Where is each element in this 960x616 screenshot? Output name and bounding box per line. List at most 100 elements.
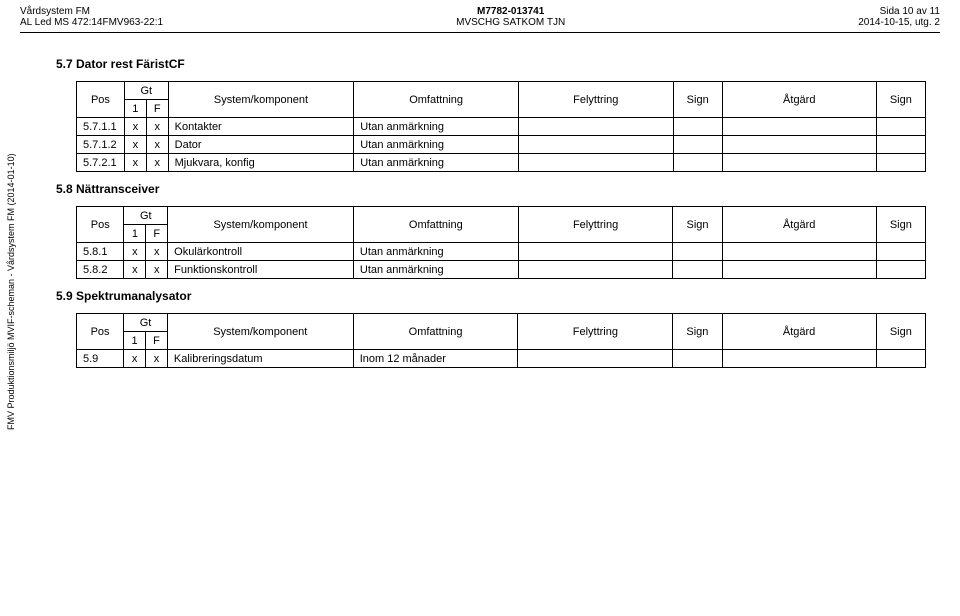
th-pos: Pos [77, 314, 124, 350]
th-omf: Omfattning [354, 82, 519, 118]
header-right-1: Sida 10 av 11 [880, 6, 940, 17]
th-pos: Pos [77, 207, 124, 243]
cell-gt-1: x [124, 243, 146, 261]
cell-fel [518, 136, 673, 154]
th-fel: Felyttring [518, 314, 673, 350]
table-row: 5.7.2.1 x x Mjukvara, konfig Utan anmärk… [77, 154, 926, 172]
cell-sign2 [876, 261, 925, 279]
cell-sys: Okulärkontroll [168, 243, 354, 261]
side-rotated-text: FMV Produktionsmiljö MVIF-scheman - Vård… [6, 153, 16, 430]
th-sign2: Sign [876, 82, 925, 118]
th-fel: Felyttring [518, 82, 673, 118]
th-atg: Åtgärd [722, 207, 876, 243]
cell-sign [673, 154, 722, 172]
th-gt: Gt [124, 82, 168, 100]
cell-gt-1: x [124, 136, 146, 154]
cell-sign [673, 350, 722, 368]
section-title: 5.9 Spektrumanalysator [56, 289, 940, 303]
cell-gt-f: x [146, 350, 168, 368]
cell-atg [722, 261, 876, 279]
table-wrapper: Pos Gt System/komponent Omfattning Felyt… [76, 81, 940, 172]
th-sign: Sign [673, 207, 722, 243]
cell-sign [673, 261, 722, 279]
cell-atg [722, 118, 876, 136]
th-sys: System/komponent [168, 207, 354, 243]
header-right-2: 2014-10-15, utg. 2 [858, 17, 940, 28]
table-row: 5.8.1 x x Okulärkontroll Utan anmärkning [77, 243, 926, 261]
th-sign2: Sign [876, 207, 925, 243]
cell-omf: Utan anmärkning [353, 261, 518, 279]
th-gt-1: 1 [124, 332, 146, 350]
table-row: 5.7.1.2 x x Dator Utan anmärkning [77, 136, 926, 154]
cell-sign2 [876, 136, 925, 154]
th-gt-1: 1 [124, 225, 146, 243]
cell-pos: 5.7.1.2 [77, 136, 125, 154]
cell-fel [518, 154, 673, 172]
cell-omf: Utan anmärkning [354, 118, 519, 136]
cell-fel [518, 118, 673, 136]
cell-sign2 [876, 243, 925, 261]
cell-fel [518, 261, 673, 279]
th-atg: Åtgärd [722, 314, 876, 350]
th-sign2: Sign [876, 314, 925, 350]
cell-gt-f: x [146, 136, 168, 154]
cell-pos: 5.9 [77, 350, 124, 368]
cell-sign2 [876, 154, 925, 172]
table-wrapper: Pos Gt System/komponent Omfattning Felyt… [76, 206, 940, 279]
cell-omf: Inom 12 månader [353, 350, 518, 368]
th-gt-f: F [146, 100, 168, 118]
cell-atg [722, 350, 876, 368]
cell-sign2 [876, 350, 925, 368]
cell-gt-1: x [124, 118, 146, 136]
cell-pos: 5.8.2 [77, 261, 124, 279]
cell-omf: Utan anmärkning [354, 154, 519, 172]
cell-sign2 [876, 118, 925, 136]
th-gt-f: F [146, 332, 168, 350]
cell-atg [722, 136, 876, 154]
cell-sign [673, 136, 722, 154]
table-row: 5.7.1.1 x x Kontakter Utan anmärkning [77, 118, 926, 136]
th-sign: Sign [673, 82, 722, 118]
section-title: 5.8 Nättransceiver [56, 182, 940, 196]
cell-sys: Kalibreringsdatum [167, 350, 353, 368]
th-atg: Åtgärd [722, 82, 876, 118]
header-center: M7782-013741 MVSCHG SATKOM TJN [456, 6, 565, 28]
data-table: Pos Gt System/komponent Omfattning Felyt… [76, 313, 926, 368]
cell-pos: 5.7.2.1 [77, 154, 125, 172]
header-center-1: M7782-013741 [477, 6, 544, 17]
data-table: Pos Gt System/komponent Omfattning Felyt… [76, 206, 926, 279]
header-left-1: Vårdsystem FM [20, 6, 163, 17]
cell-fel [518, 243, 673, 261]
cell-gt-1: x [124, 154, 146, 172]
th-sys: System/komponent [168, 82, 354, 118]
table-row: 5.9 x x Kalibreringsdatum Inom 12 månade… [77, 350, 926, 368]
th-gt: Gt [124, 207, 168, 225]
th-gt: Gt [124, 314, 168, 332]
cell-omf: Utan anmärkning [354, 136, 519, 154]
data-table: Pos Gt System/komponent Omfattning Felyt… [76, 81, 926, 172]
th-sign: Sign [673, 314, 722, 350]
page-content: 5.7 Dator rest FäristCF Pos Gt System/ko… [0, 33, 960, 368]
cell-gt-f: x [146, 243, 168, 261]
header-left-2: AL Led MS 472:14FMV963-22:1 [20, 17, 163, 28]
header-right: Sida 10 av 11 2014-10-15, utg. 2 [858, 6, 940, 28]
cell-gt-1: x [124, 261, 146, 279]
cell-sys: Mjukvara, konfig [168, 154, 354, 172]
th-gt-f: F [146, 225, 168, 243]
header-center-2: MVSCHG SATKOM TJN [456, 17, 565, 28]
cell-fel [518, 350, 673, 368]
cell-gt-f: x [146, 154, 168, 172]
th-omf: Omfattning [353, 207, 518, 243]
cell-atg [722, 243, 876, 261]
th-sys: System/komponent [167, 314, 353, 350]
page-header: Vårdsystem FM AL Led MS 472:14FMV963-22:… [0, 0, 960, 32]
table-row: 5.8.2 x x Funktionskontroll Utan anmärkn… [77, 261, 926, 279]
cell-pos: 5.8.1 [77, 243, 124, 261]
section-title: 5.7 Dator rest FäristCF [56, 57, 940, 71]
cell-gt-f: x [146, 261, 168, 279]
cell-omf: Utan anmärkning [353, 243, 518, 261]
cell-sign [673, 118, 722, 136]
cell-sign [673, 243, 722, 261]
cell-pos: 5.7.1.1 [77, 118, 125, 136]
th-omf: Omfattning [353, 314, 518, 350]
